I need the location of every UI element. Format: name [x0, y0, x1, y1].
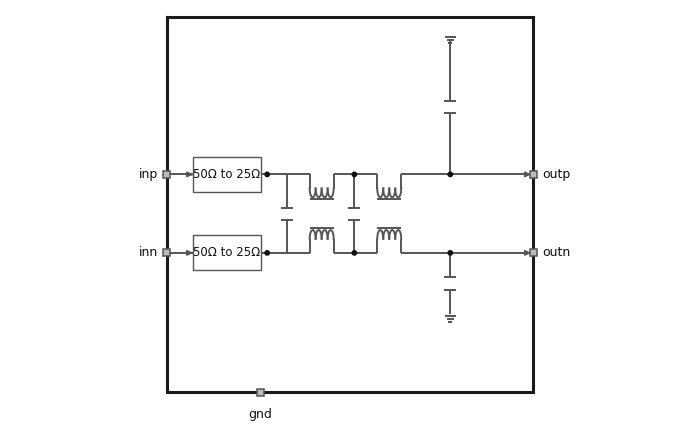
Circle shape: [265, 251, 270, 255]
Text: gnd: gnd: [248, 408, 272, 421]
FancyBboxPatch shape: [193, 157, 260, 192]
Circle shape: [448, 251, 452, 255]
Text: 50Ω to 25Ω: 50Ω to 25Ω: [193, 246, 260, 259]
Circle shape: [265, 172, 270, 177]
FancyBboxPatch shape: [193, 235, 260, 270]
Text: outp: outp: [542, 168, 570, 181]
Circle shape: [352, 172, 356, 177]
FancyBboxPatch shape: [163, 249, 170, 256]
Text: inp: inp: [139, 168, 158, 181]
Circle shape: [448, 172, 452, 177]
FancyBboxPatch shape: [257, 389, 264, 396]
Text: outn: outn: [542, 246, 570, 259]
FancyBboxPatch shape: [530, 249, 537, 256]
Circle shape: [352, 251, 356, 255]
FancyBboxPatch shape: [530, 171, 537, 178]
Text: 50Ω to 25Ω: 50Ω to 25Ω: [193, 168, 260, 181]
FancyBboxPatch shape: [163, 171, 170, 178]
FancyBboxPatch shape: [167, 17, 533, 392]
Text: inn: inn: [139, 246, 158, 259]
